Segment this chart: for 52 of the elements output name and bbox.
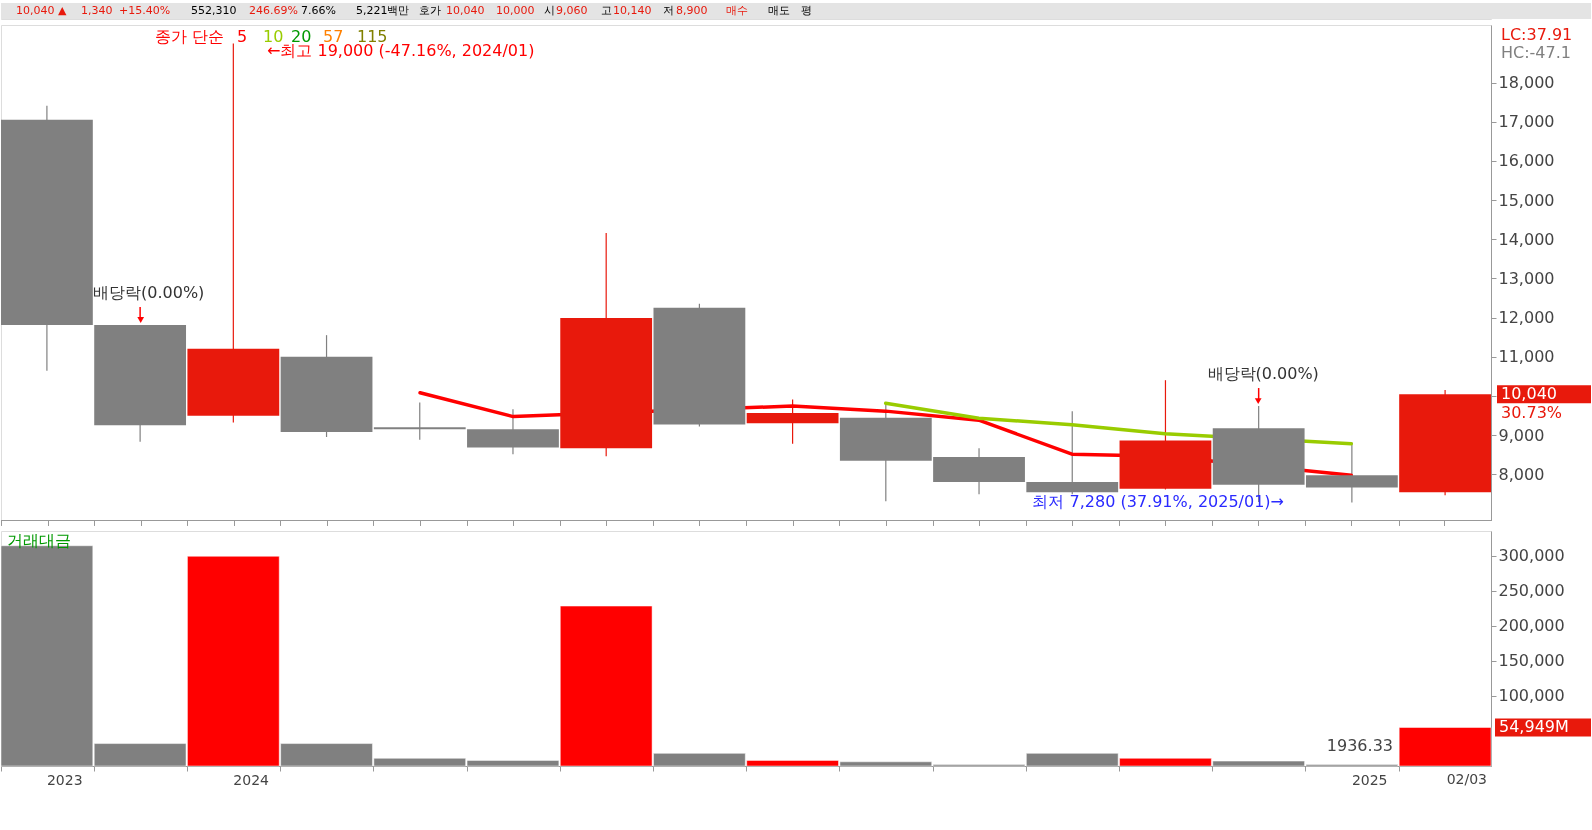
text: 시 — [544, 4, 555, 17]
text: 매도 — [768, 4, 790, 17]
text: 평 — [801, 4, 812, 17]
text: 30.73% — [1501, 403, 1563, 423]
text: LC:37.91 — [1501, 25, 1573, 44]
text: 7.66% — [301, 4, 336, 17]
x-tick-label: 2024 — [233, 771, 270, 788]
y-tick-label: 9,000 — [1498, 425, 1545, 445]
text: 8,900 — [676, 4, 708, 17]
y-tick-label: 13,000 — [1498, 268, 1555, 288]
y-tick-label: 16,000 — [1498, 151, 1555, 171]
y-tick-label: 18,000 — [1498, 73, 1555, 93]
x-tick-label: 2023 — [46, 771, 83, 788]
text: 54,949M — [1499, 717, 1569, 737]
legend-title: 종가 단순 — [155, 27, 225, 46]
text: 5 — [237, 27, 248, 46]
x-tick-label: 2025 — [1351, 771, 1388, 788]
text: 5,221백만 — [356, 4, 410, 17]
text: 246.69% — [249, 4, 298, 17]
text: 9,060 — [556, 4, 588, 17]
text: 10,140 — [613, 4, 652, 17]
annotation: 배당락(0.00%) — [1207, 364, 1319, 384]
text: 고 — [601, 4, 612, 17]
annotation: 최저 7,280 (37.91%, 2025/01)→ — [1032, 492, 1284, 511]
annotation: 1936.33 — [1326, 736, 1393, 756]
y-tick-label: 15,000 — [1498, 190, 1555, 210]
text: 10,040 — [1501, 384, 1557, 404]
y-tick-label: 12,000 — [1498, 308, 1555, 328]
text: 02/03 — [1446, 771, 1487, 787]
text: 매수 — [726, 4, 748, 17]
y-tick-label: 150,000 — [1498, 651, 1565, 671]
y-tick-label: 14,000 — [1498, 229, 1555, 249]
text: 1,340 — [81, 4, 113, 17]
candlestick — [373, 401, 466, 441]
text: 10,040 ▲ — [16, 4, 67, 17]
text: 10,000 — [496, 4, 535, 17]
text: 10,040 — [446, 4, 485, 17]
annotation: 배당락(0.00%) — [93, 282, 205, 302]
chart-title: 거래대금 — [7, 531, 71, 550]
candlestick — [1026, 410, 1119, 495]
text: 저 — [663, 4, 674, 17]
y-tick-label: 100,000 — [1498, 686, 1565, 706]
text: 552,310 — [191, 4, 237, 17]
y-tick-label: 8,000 — [1498, 464, 1545, 484]
y-tick-label: 11,000 — [1498, 347, 1555, 367]
text: 호가 — [419, 4, 441, 17]
text: +15.40% — [119, 4, 171, 17]
y-tick-label: 250,000 — [1498, 581, 1565, 601]
y-tick-label: 200,000 — [1498, 616, 1565, 636]
y-tick-label: 17,000 — [1498, 112, 1555, 132]
text: HC:-47.1 — [1501, 43, 1571, 62]
y-tick-label: 300,000 — [1498, 546, 1565, 566]
